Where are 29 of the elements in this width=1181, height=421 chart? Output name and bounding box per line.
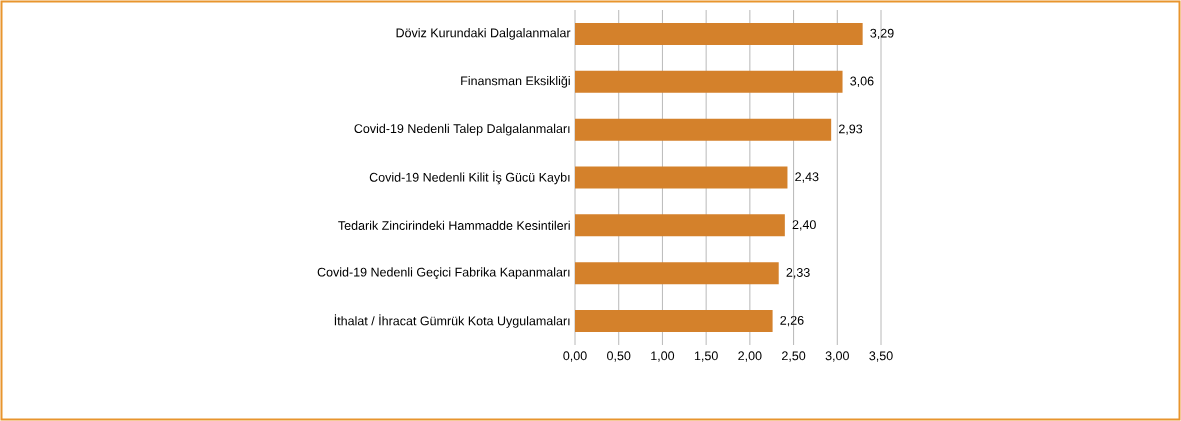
x-tick-label: 1,50: [694, 351, 718, 362]
bar: [575, 70, 843, 93]
x-tick-label: 1,00: [651, 351, 675, 362]
x-tick-label: 0,00: [563, 351, 587, 362]
y-tick-label: Finansman Eksikliği: [461, 75, 570, 88]
data-label: 2,26: [780, 315, 804, 327]
data-label: 2,93: [839, 124, 863, 135]
y-tick-label: Covid-19 Nedenli Kilit İş Gücü Kaybı: [369, 170, 570, 185]
data-label: 2,43: [795, 172, 819, 183]
y-tick-label: Covid-19 Nedenli Geçici Fabrika Kapanmaları: [317, 267, 570, 280]
data-label: 2,33: [786, 268, 810, 279]
data-label: 2,40: [792, 220, 816, 231]
bar: [575, 310, 773, 333]
x-tick-label: 3,00: [825, 351, 849, 362]
y-tick-label: Covid-19 Nedenli Talep Dalgalanmaları: [354, 123, 570, 136]
bar: [575, 118, 832, 141]
y-tick-label: Tedarik Zincirindeki Hammadde Kesintileri: [338, 220, 570, 230]
x-tick-label: 2,50: [782, 351, 806, 362]
y-tick-label: Döviz Kurundaki Dalgalanmalar: [396, 28, 571, 40]
data-label: 3,29: [870, 28, 894, 40]
bar: [575, 22, 863, 45]
x-tick-label: 2,00: [738, 351, 762, 362]
data-label: 3,06: [850, 76, 874, 87]
bar: [575, 262, 779, 285]
bar: [575, 166, 788, 189]
y-tick-label: İthalat / İhracat Gümrük Kota Uygulamaları: [334, 314, 570, 328]
x-tick-label: 0,50: [607, 351, 631, 362]
bar: [575, 214, 785, 237]
x-tick-label: 3,50: [869, 351, 893, 362]
